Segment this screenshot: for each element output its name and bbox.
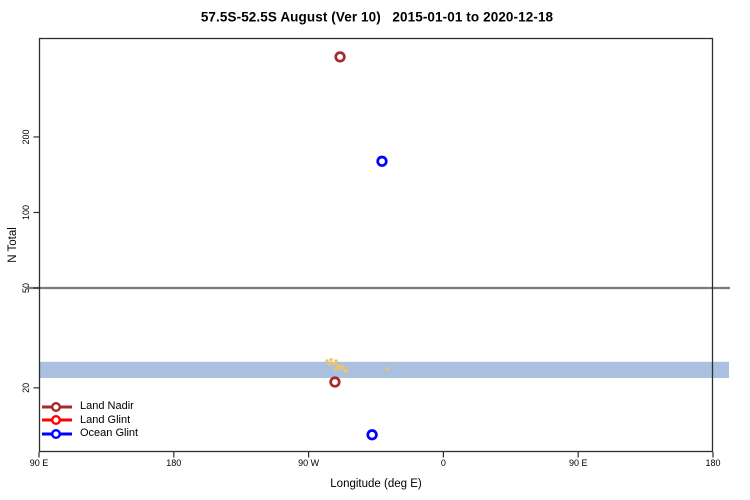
x-tick-label: 90 E xyxy=(569,458,588,468)
data-point-unlabeled-yellow-cluster xyxy=(341,364,345,369)
legend-item-land-nadir: Land Nadir xyxy=(41,400,138,414)
x-tick-label: 90 E xyxy=(30,458,49,468)
y-tick-label: 100 xyxy=(21,205,31,220)
legend-item-land-glint: Land Glint xyxy=(41,414,138,428)
x-tick-label: 90 W xyxy=(298,458,320,468)
data-point-ocean-glint xyxy=(376,155,388,167)
data-point-unlabeled-yellow-cluster xyxy=(325,359,329,363)
legend-label: Land Glint xyxy=(80,413,131,426)
data-point-unlabeled-yellow-cluster xyxy=(345,369,349,373)
highlight-band xyxy=(39,361,729,378)
plot-border xyxy=(38,37,714,453)
legend: Land Nadir Land Glint Ocean Glint xyxy=(41,400,138,441)
data-point-unlabeled-yellow-cluster xyxy=(328,362,332,367)
chart-title: 57.5S-52.5S August (Ver 10) 2015-01-01 t… xyxy=(200,9,554,25)
x-tick-label: 180 xyxy=(705,458,720,468)
data-point-unlabeled-yellow-cluster xyxy=(338,366,342,370)
data-point-ocean-glint xyxy=(366,429,378,441)
x-tick-label: 0 xyxy=(441,458,446,468)
data-point-land-nadir xyxy=(329,376,341,388)
x-tick-label: 180 xyxy=(166,458,181,468)
legend-label: Ocean Glint xyxy=(80,427,139,439)
y-axis-title: N Total xyxy=(7,227,19,263)
data-point-unlabeled-yellow-cluster xyxy=(334,367,338,371)
legend-symbol-open-circle xyxy=(42,415,72,426)
legend-label: Land Nadir xyxy=(80,400,134,412)
data-point-unlabeled-yellow-cluster xyxy=(385,367,389,371)
y-tick-label: 20 xyxy=(21,383,31,393)
legend-item-ocean-glint: Ocean Glint xyxy=(41,427,138,441)
y-tick-label: 50 xyxy=(21,283,31,293)
data-point-unlabeled-yellow-cluster xyxy=(329,357,333,362)
legend-symbol-open-circle xyxy=(42,428,72,439)
data-point-unlabeled-yellow-cluster xyxy=(332,361,336,366)
x-axis-title: Longitude (deg E) xyxy=(330,478,422,490)
data-point-unlabeled-yellow-cluster xyxy=(334,359,338,363)
legend-symbol-open-circle xyxy=(42,401,72,412)
data-point-land-nadir xyxy=(334,51,346,63)
data-point-unlabeled-yellow-cluster xyxy=(336,364,340,368)
y-tick-label: 200 xyxy=(21,129,31,144)
